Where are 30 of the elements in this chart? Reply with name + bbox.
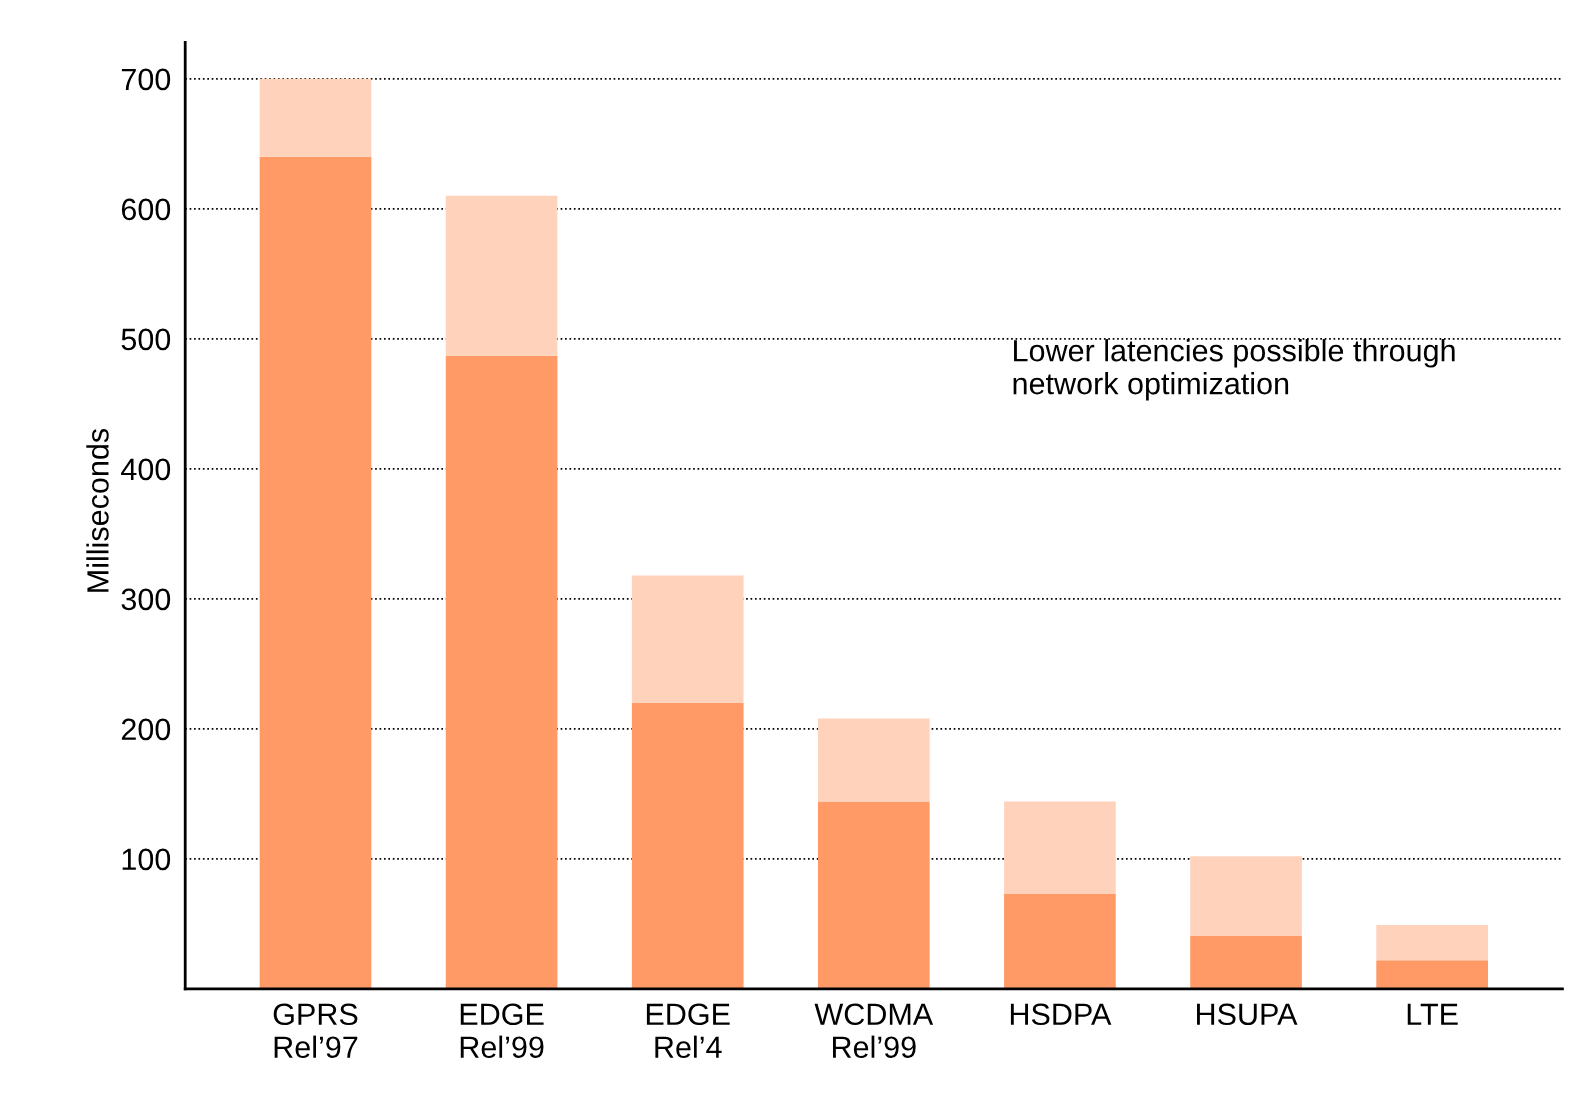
y-tick-label: 100 [122, 848, 171, 871]
bar [445, 195, 558, 356]
bar [1190, 935, 1302, 989]
y-tick-label: 200 [121, 718, 171, 741]
x-tick-label: HSDPA [1010, 1003, 1112, 1026]
x-tick-label: GPRS Rel’97 [273, 1003, 358, 1059]
y-tick-label: 400 [121, 458, 171, 481]
bar [1376, 960, 1488, 989]
y-tick-label: 700 [121, 68, 171, 91]
bar [445, 355, 558, 989]
y-tick-label: 300 [121, 588, 171, 611]
bar [817, 718, 930, 802]
bar [1004, 893, 1116, 989]
x-tick-label: WCDMA Rel’99 [814, 1003, 934, 1059]
bar [259, 78, 372, 157]
y-axis-title: Milliseconds [86, 428, 109, 592]
bar [1376, 925, 1488, 961]
annotation: Lower latencies possible through network optimization [1013, 339, 1455, 401]
x-tick-label: HSUPA [1197, 1003, 1298, 1026]
bar [259, 156, 372, 989]
x-tick-label: EDGE Rel’4 [646, 1003, 730, 1059]
y-tick-label: 600 [121, 198, 171, 221]
x-tick-label: EDGE Rel’99 [460, 1003, 544, 1059]
bar [1190, 856, 1302, 936]
x-tick-label: LTE [1407, 1003, 1458, 1025]
bar [817, 801, 930, 989]
bar [631, 702, 744, 989]
bar [631, 575, 744, 703]
bar [1004, 801, 1116, 894]
y-tick-label: 500 [121, 328, 171, 351]
